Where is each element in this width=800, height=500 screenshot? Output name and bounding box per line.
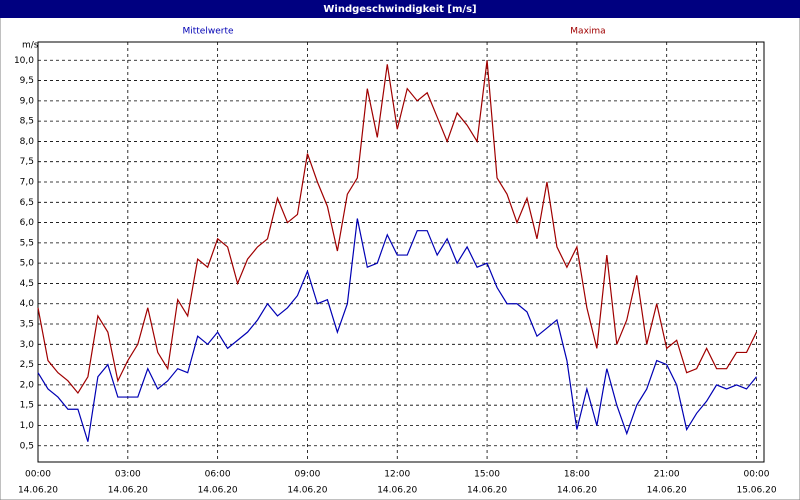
y-tick-label: 5,5 bbox=[20, 238, 34, 248]
y-tick-label: 6,0 bbox=[20, 218, 35, 228]
y-tick-label: 9,0 bbox=[20, 96, 35, 106]
plot-area bbox=[37, 41, 765, 463]
y-tick-label: 2,0 bbox=[20, 380, 35, 390]
y-tick-label: 0,5 bbox=[20, 441, 34, 451]
y-tick-label: 3,0 bbox=[20, 340, 35, 350]
x-tick-date: 14.06.20 bbox=[198, 486, 238, 496]
x-tick-date: 14.06.20 bbox=[647, 486, 687, 496]
x-tick-date: 14.06.20 bbox=[287, 486, 327, 496]
y-tick-label: 3,5 bbox=[20, 320, 34, 330]
y-tick-label: 7,5 bbox=[20, 157, 34, 167]
y-tick-label: 7,0 bbox=[20, 178, 35, 188]
y-tick-label: 6,5 bbox=[20, 198, 34, 208]
x-tick-date: 15.06.20 bbox=[736, 486, 776, 496]
y-tick-label: 8,0 bbox=[20, 137, 35, 147]
y-tick-label: 2,5 bbox=[20, 360, 34, 370]
y-tick-label: 1,0 bbox=[20, 421, 35, 431]
y-tick-label: 4,5 bbox=[20, 279, 34, 289]
legend-entry: Maxima bbox=[570, 27, 605, 37]
y-axis-label: m/s bbox=[22, 41, 39, 51]
x-tick-date: 14.06.20 bbox=[377, 486, 417, 496]
chart-title: Windgeschwindigkeit [m/s] bbox=[323, 4, 476, 15]
x-tick-label: 03:00 bbox=[115, 470, 141, 480]
y-tick-label: 8,5 bbox=[20, 117, 34, 127]
y-tick-label: 10,0 bbox=[14, 56, 34, 66]
x-tick-date: 14.06.20 bbox=[467, 486, 507, 496]
x-tick-label: 00:00 bbox=[744, 470, 770, 480]
x-tick-date: 14.06.20 bbox=[557, 486, 597, 496]
y-tick-label: 9,5 bbox=[20, 76, 34, 86]
x-tick-label: 09:00 bbox=[294, 470, 320, 480]
x-tick-label: 21:00 bbox=[654, 470, 680, 480]
legend-entry: Mittelwerte bbox=[182, 27, 233, 37]
x-tick-label: 06:00 bbox=[205, 470, 231, 480]
x-tick-label: 00:00 bbox=[25, 470, 51, 480]
x-tick-date: 14.06.20 bbox=[18, 486, 58, 496]
y-tick-label: 4,0 bbox=[20, 299, 35, 309]
x-tick-date: 14.06.20 bbox=[108, 486, 148, 496]
y-tick-label: 5,0 bbox=[20, 259, 35, 269]
series-line bbox=[37, 60, 758, 395]
x-tick-label: 15:00 bbox=[474, 470, 500, 480]
x-tick-label: 12:00 bbox=[384, 470, 410, 480]
series-line bbox=[37, 218, 757, 442]
x-tick-label: 18:00 bbox=[564, 470, 590, 480]
y-tick-label: 1,5 bbox=[20, 401, 34, 411]
title-bar bbox=[0, 0, 800, 18]
